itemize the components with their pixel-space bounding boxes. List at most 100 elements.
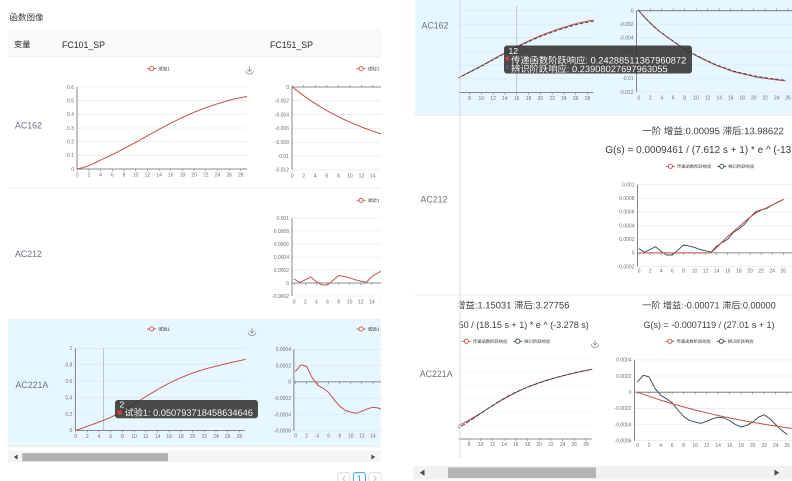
- svg-text:0.4: 0.4: [65, 395, 72, 401]
- svg-text:10: 10: [479, 96, 485, 102]
- svg-text:8: 8: [337, 299, 340, 305]
- svg-text:2: 2: [649, 95, 652, 101]
- svg-text:14: 14: [502, 96, 508, 102]
- svg-text:22: 22: [758, 268, 764, 274]
- svg-text:16: 16: [728, 95, 734, 101]
- svg-text:14: 14: [714, 268, 720, 274]
- svg-text:18: 18: [525, 442, 531, 448]
- svg-text:20: 20: [751, 95, 757, 101]
- svg-text:-0.0006: -0.0006: [274, 429, 291, 435]
- svg-text:10: 10: [478, 442, 484, 448]
- svg-text:20: 20: [747, 268, 753, 274]
- svg-text:0.001: 0.001: [276, 216, 289, 222]
- svg-text:26: 26: [781, 268, 787, 274]
- svg-text:14: 14: [369, 299, 375, 305]
- svg-text:2: 2: [649, 268, 652, 274]
- svg-text:12: 12: [705, 95, 711, 101]
- svg-text:G(s) = 1.1550 / (18.15 s + 1): G(s) = 1.1550 / (18.15 s + 1) * e ^ (-3.…: [413, 320, 589, 330]
- svg-text:0: 0: [631, 9, 634, 15]
- svg-text:6: 6: [672, 95, 675, 101]
- svg-text:FC151_SP: FC151_SP: [270, 40, 313, 50]
- svg-text:8: 8: [682, 268, 685, 274]
- svg-text:2: 2: [120, 400, 125, 410]
- svg-text:10: 10: [693, 95, 699, 101]
- svg-text:2: 2: [88, 173, 91, 179]
- svg-text:0: 0: [71, 167, 74, 173]
- svg-text:0: 0: [629, 390, 632, 396]
- svg-text:0.001: 0.001: [622, 182, 635, 188]
- svg-text:-0.0004: -0.0004: [615, 422, 632, 428]
- svg-text:22: 22: [762, 95, 768, 101]
- svg-text:14: 14: [156, 173, 162, 179]
- svg-text:-0.008: -0.008: [275, 140, 289, 146]
- svg-text:0.5: 0.5: [67, 99, 74, 105]
- svg-text:4: 4: [98, 434, 101, 440]
- svg-text:0.0008: 0.0008: [274, 229, 290, 235]
- svg-text:10: 10: [133, 173, 139, 179]
- svg-text:0.0004: 0.0004: [619, 223, 635, 229]
- svg-text:18: 18: [736, 268, 742, 274]
- svg-text:18: 18: [738, 443, 744, 449]
- svg-text:8: 8: [468, 442, 471, 448]
- svg-text:22: 22: [549, 96, 555, 102]
- svg-text:-0.0002: -0.0002: [274, 396, 291, 402]
- svg-text:22: 22: [203, 173, 209, 179]
- svg-text:20: 20: [538, 96, 544, 102]
- svg-text:24: 24: [213, 434, 219, 440]
- svg-text:18: 18: [393, 173, 399, 179]
- svg-text:14: 14: [155, 434, 161, 440]
- svg-text:10: 10: [348, 434, 354, 440]
- svg-text:0: 0: [76, 173, 79, 179]
- svg-text:12: 12: [359, 434, 365, 440]
- svg-text:10: 10: [347, 299, 353, 305]
- svg-text:2: 2: [648, 443, 651, 449]
- svg-text:0: 0: [294, 434, 297, 440]
- svg-text:16: 16: [514, 96, 520, 102]
- svg-text:4: 4: [660, 95, 663, 101]
- svg-text:0.1: 0.1: [67, 153, 74, 159]
- svg-text:0.6: 0.6: [65, 379, 72, 385]
- svg-text:16: 16: [166, 434, 172, 440]
- svg-text:16: 16: [382, 173, 388, 179]
- svg-text:24: 24: [774, 95, 780, 101]
- svg-text:0.0002: 0.0002: [619, 237, 635, 243]
- svg-text:6: 6: [671, 268, 674, 274]
- svg-text:-0.004: -0.004: [619, 36, 633, 42]
- svg-text:2: 2: [304, 299, 307, 305]
- svg-text:18: 18: [392, 434, 398, 440]
- svg-text:24: 24: [215, 173, 221, 179]
- svg-text:26: 26: [225, 434, 231, 440]
- svg-text:28: 28: [238, 173, 244, 179]
- svg-text:6: 6: [456, 96, 459, 102]
- svg-text:14: 14: [715, 443, 721, 449]
- svg-text:4: 4: [659, 443, 662, 449]
- svg-text:4: 4: [99, 173, 102, 179]
- svg-text:20: 20: [536, 442, 542, 448]
- svg-text:4: 4: [316, 434, 319, 440]
- svg-text:0: 0: [637, 95, 640, 101]
- svg-text:0.0002: 0.0002: [276, 363, 292, 369]
- svg-text:AC162: AC162: [422, 21, 449, 31]
- svg-text:20: 20: [750, 443, 756, 449]
- svg-text:22: 22: [548, 442, 554, 448]
- svg-text:0: 0: [636, 443, 639, 449]
- svg-text:-0.004: -0.004: [275, 112, 289, 118]
- svg-text:0: 0: [286, 85, 289, 91]
- svg-text:10: 10: [692, 268, 698, 274]
- svg-text:22: 22: [202, 434, 208, 440]
- svg-text:6: 6: [326, 173, 329, 179]
- svg-text:-0.002: -0.002: [275, 99, 289, 105]
- svg-text:0: 0: [421, 442, 424, 448]
- svg-text:10: 10: [692, 443, 698, 449]
- svg-text:AC221A: AC221A: [420, 369, 453, 379]
- svg-text:0.8: 0.8: [65, 363, 72, 369]
- svg-text:8: 8: [337, 173, 340, 179]
- svg-text:24: 24: [773, 443, 779, 449]
- svg-text:20: 20: [191, 173, 197, 179]
- svg-text:4: 4: [660, 268, 663, 274]
- svg-text:-0.0002: -0.0002: [615, 406, 632, 412]
- svg-text:24: 24: [561, 96, 567, 102]
- svg-text:14: 14: [716, 95, 722, 101]
- svg-text:4: 4: [315, 299, 318, 305]
- svg-text:0.0006: 0.0006: [274, 242, 290, 248]
